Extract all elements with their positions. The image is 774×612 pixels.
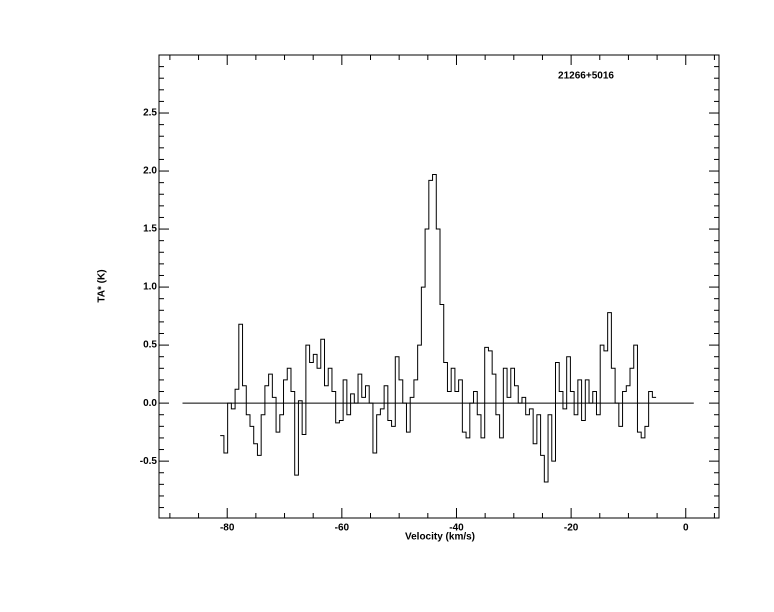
y-tick-label: 0.0 — [143, 398, 157, 409]
annotation: 21266+5016 — [558, 71, 614, 82]
y-tick-label: 2.5 — [143, 108, 157, 119]
y-axis-label: TA* (K) — [97, 269, 108, 302]
y-tick-label: 2.0 — [143, 166, 157, 177]
spectrum-line — [220, 174, 657, 483]
x-tick-label: 0 — [683, 523, 689, 534]
x-tick-label: -40 — [449, 523, 464, 534]
x-tick-label: -20 — [564, 523, 579, 534]
y-tick-label: 1.0 — [143, 282, 157, 293]
y-tick-label: 1.5 — [143, 224, 157, 235]
plot-frame — [158, 54, 720, 519]
x-axis-label: Velocity (km/s) — [405, 532, 475, 543]
x-tick-label: -60 — [335, 523, 350, 534]
x-tick-label: -80 — [220, 523, 235, 534]
y-tick-label: 0.5 — [143, 340, 157, 351]
y-tick-label: -0.5 — [140, 456, 158, 467]
